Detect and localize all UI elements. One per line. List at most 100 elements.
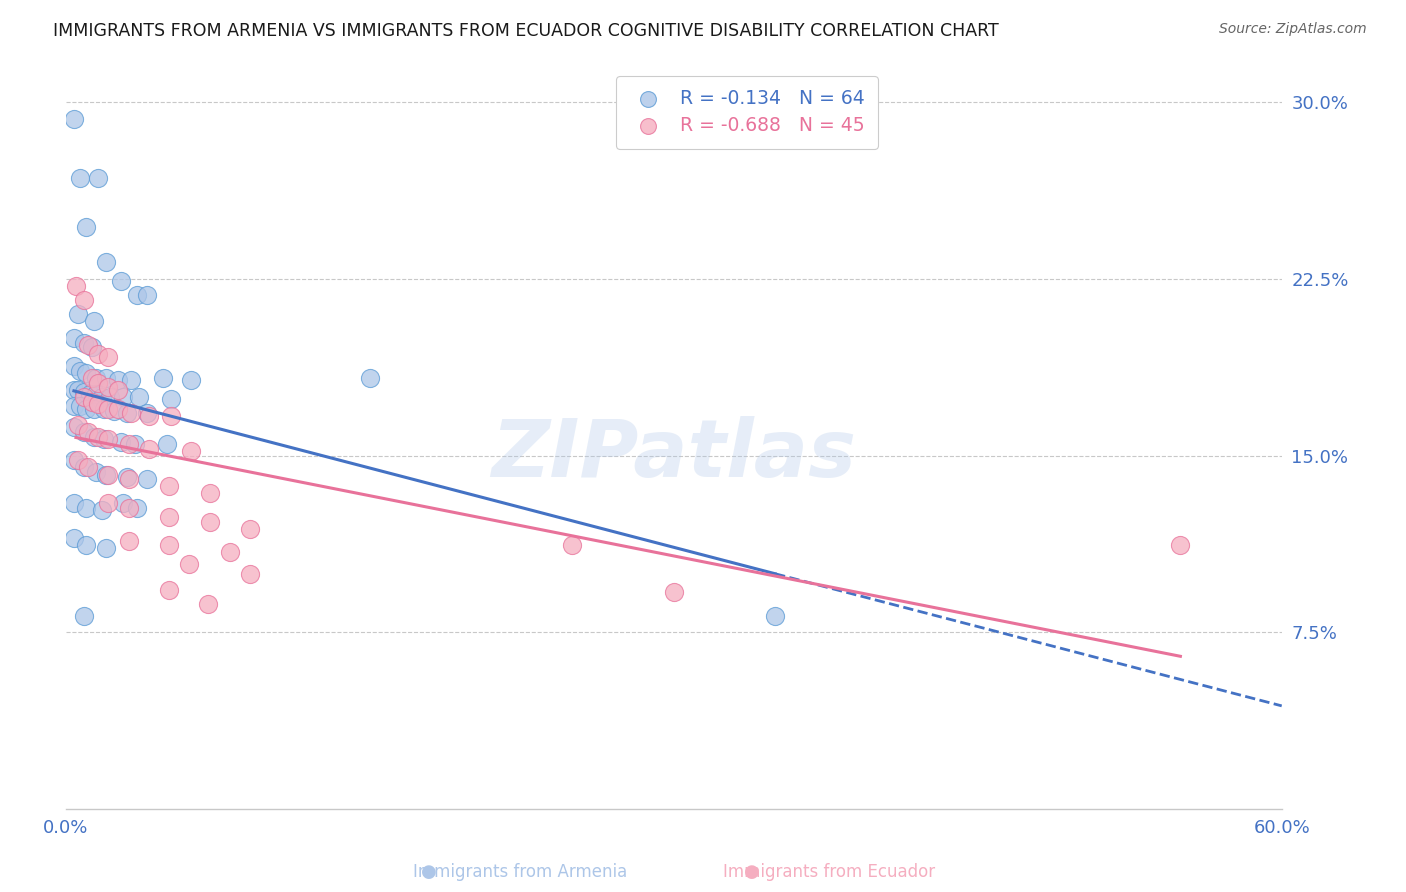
Point [117, 500, 139, 515]
Point [138, 442, 160, 456]
Point [75, 500, 97, 515]
Point [91, 503, 114, 517]
Legend: R = -0.134   N = 64, R = -0.688   N = 45: R = -0.134 N = 64, R = -0.688 N = 45 [616, 76, 877, 148]
Point [180, 373, 202, 387]
Point [157, 582, 180, 597]
Point [73, 608, 96, 623]
Point [83, 430, 105, 444]
Text: Immigrants from Ecuador: Immigrants from Ecuador [724, 863, 935, 881]
Point [83, 314, 105, 328]
Point [63, 453, 86, 467]
Point [97, 432, 120, 446]
Point [82, 340, 104, 354]
Point [117, 533, 139, 548]
Point [160, 392, 183, 406]
Point [239, 566, 262, 581]
Point [115, 406, 138, 420]
Point [69, 170, 91, 185]
Point [75, 401, 97, 416]
Point [75, 366, 97, 380]
Point [97, 380, 120, 394]
Point [87, 430, 110, 444]
Text: ●: ● [744, 863, 761, 881]
Point [73, 390, 96, 404]
Point [73, 385, 96, 400]
Point [63, 359, 86, 373]
Point [124, 437, 146, 451]
Point [77, 460, 100, 475]
Point [763, 608, 786, 623]
Point [93, 432, 115, 446]
Point [65, 279, 87, 293]
Point [63, 496, 86, 510]
Point [179, 557, 201, 571]
Point [110, 274, 132, 288]
Point [156, 437, 179, 451]
Point [103, 404, 125, 418]
Point [115, 470, 138, 484]
Point [73, 293, 96, 308]
Point [66, 418, 89, 433]
Point [96, 541, 118, 555]
Point [84, 387, 107, 401]
Text: Immigrants from Armenia: Immigrants from Armenia [413, 863, 627, 881]
Point [135, 472, 157, 486]
Point [97, 350, 120, 364]
Point [82, 371, 104, 385]
Point [83, 401, 105, 416]
Point [96, 371, 118, 385]
Point [97, 401, 120, 416]
Point [69, 399, 91, 413]
Point [117, 472, 139, 486]
Point [138, 409, 160, 423]
Point [96, 255, 118, 269]
Point [66, 383, 89, 397]
Point [135, 288, 157, 302]
Point [96, 467, 118, 482]
Point [111, 496, 134, 510]
Point [128, 390, 150, 404]
Point [107, 383, 129, 397]
Point [100, 390, 122, 404]
Point [120, 406, 142, 420]
Point [66, 307, 89, 321]
Text: ●: ● [420, 863, 437, 881]
Point [157, 538, 180, 552]
Point [77, 338, 100, 352]
Point [157, 510, 180, 524]
Point [197, 597, 219, 611]
Point [73, 425, 96, 439]
Point [198, 486, 221, 500]
Point [79, 387, 101, 401]
Point [73, 460, 96, 475]
Point [662, 585, 685, 599]
Point [110, 434, 132, 449]
Point [63, 331, 86, 345]
Point [63, 112, 86, 126]
Point [75, 538, 97, 552]
Point [93, 401, 115, 416]
Point [84, 371, 107, 385]
Text: Source: ZipAtlas.com: Source: ZipAtlas.com [1219, 22, 1367, 37]
Point [198, 515, 221, 529]
Point [97, 496, 120, 510]
Text: IMMIGRANTS FROM ARMENIA VS IMMIGRANTS FROM ECUADOR COGNITIVE DISABILITY CORRELAT: IMMIGRANTS FROM ARMENIA VS IMMIGRANTS FR… [53, 22, 1000, 40]
Point [82, 394, 104, 409]
Point [63, 420, 86, 434]
Point [219, 545, 242, 559]
Point [107, 373, 129, 387]
Point [69, 364, 91, 378]
Point [180, 444, 202, 458]
Point [239, 522, 262, 536]
Point [135, 406, 157, 420]
Point [111, 390, 134, 404]
Point [63, 383, 86, 397]
Point [157, 479, 180, 493]
Point [87, 376, 110, 390]
Point [160, 409, 183, 423]
Point [117, 437, 139, 451]
Point [66, 453, 89, 467]
Point [359, 371, 381, 385]
Point [63, 399, 86, 413]
Point [107, 401, 129, 416]
